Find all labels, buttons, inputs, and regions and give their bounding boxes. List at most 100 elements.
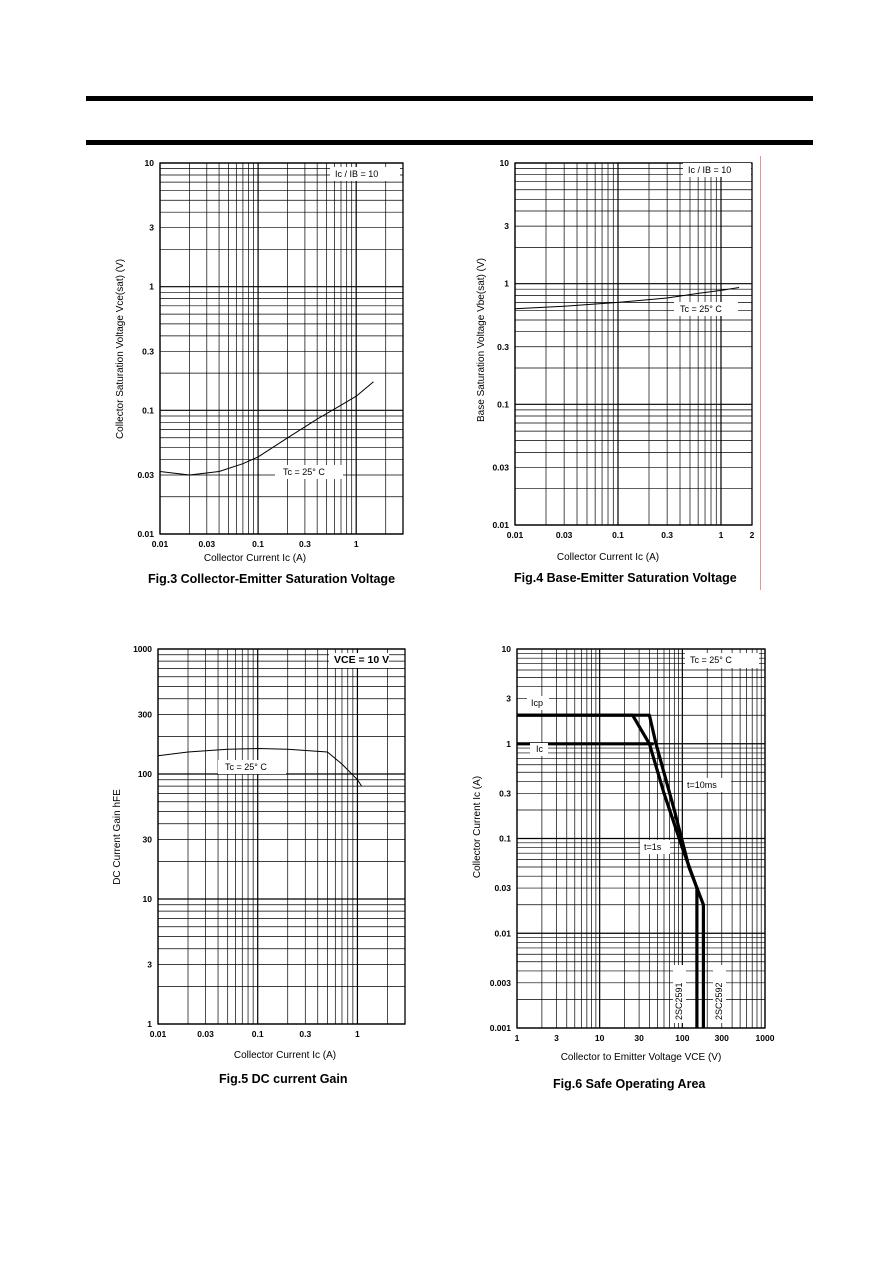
fig5-ylabel: DC Current Gain hFE — [112, 789, 123, 885]
fig3-ytick-label: 0.03 — [137, 470, 154, 480]
fig5-plot-frame — [157, 648, 406, 1025]
fig4-ytick-label: 0.01 — [492, 520, 509, 530]
fig5-xlabel: Collector Current Ic (A) — [234, 1050, 336, 1061]
fig5-series-line-0 — [157, 748, 363, 787]
fig6-annotation: 2SC2591 — [674, 982, 684, 1020]
fig3-xtick-label: 0.03 — [199, 539, 216, 549]
fig3-chart: 0.01 0.03 0.1 0.3 1 0.01 0.03 0.1 0.3 1 3 10 Collect… — [115, 158, 404, 564]
fig3-ytick-label: 10 — [145, 158, 155, 168]
fig6-annotation-bg — [685, 653, 759, 668]
fig5-xtick-label: 0.01 — [150, 1029, 167, 1039]
fig6-annotation-bg — [527, 696, 549, 710]
fig5-xtick-label: 0.03 — [197, 1029, 214, 1039]
fig3-series-line-0 — [159, 381, 374, 476]
fig6-annotation: Tc = 25° C — [690, 655, 732, 665]
fig4-ytick-label: 0.3 — [497, 342, 509, 352]
fig3-plot-frame — [159, 162, 404, 535]
fig6-series-line-0 — [517, 713, 705, 1028]
fig5-annotation: Tc = 25° C — [225, 762, 267, 772]
fig6-ylabel: Collector Current Ic (A) — [472, 776, 483, 878]
fig4-annotation-bg — [683, 163, 751, 177]
fig4-chart: 0.01 0.03 0.1 0.3 1 2 0.01 0.03 0.1 0.3 1 3 10 Collec… — [476, 158, 755, 563]
fig3-ylabel: Collector Saturation Voltage Vce(sat) (V… — [115, 259, 126, 439]
fig5-grid — [157, 648, 406, 1025]
fig4-caption: Fig.4 Base-Emitter Saturation Voltage — [514, 571, 737, 585]
fig6-xtick-label: 30 — [634, 1033, 644, 1043]
fig4-ytick-label: 0.03 — [492, 462, 509, 472]
fig6-ytick-label: 10 — [502, 644, 512, 654]
fig5-ytick-label: 1 — [147, 1019, 152, 1029]
fig6-xtick-label: 100 — [675, 1033, 689, 1043]
fig5-ytick-label: 30 — [143, 834, 153, 844]
fig4-ylabel: Base Saturation Voltage Vbe(sat) (V) — [476, 258, 487, 422]
fig3-xlabel: Collector Current Ic (A) — [204, 553, 306, 564]
fig3-annotation: Ic / IB = 10 — [335, 169, 378, 179]
fig4-ytick-label: 10 — [500, 158, 510, 168]
fig4-xtick-label: 1 — [719, 530, 724, 540]
fig3-ytick-label: 1 — [149, 282, 154, 292]
fig6-xtick-label: 1 — [515, 1033, 520, 1043]
fig6-annotation: 2SC2592 — [714, 982, 724, 1020]
fig3-xtick-label: 0.1 — [252, 539, 264, 549]
fig5-annotation: VCE = 10 V — [334, 654, 389, 666]
fig6-annotation-bg — [713, 965, 726, 1023]
fig6-ytick-label: 0.003 — [490, 978, 512, 988]
fig6-annotation: Ic — [536, 744, 544, 754]
fig4-series-line-0 — [514, 287, 740, 310]
fig6-annotation: t=10ms — [687, 780, 717, 790]
fig6-ytick-label: 3 — [506, 694, 511, 704]
fig5-caption: Fig.5 DC current Gain — [219, 1072, 348, 1086]
fig4-xlabel: Collector Current Ic (A) — [557, 552, 659, 563]
fig4-xtick-label: 2 — [750, 530, 755, 540]
fig5-ytick-label: 100 — [138, 769, 152, 779]
fig5-xtick-label: 0.3 — [299, 1029, 311, 1039]
fig5-ytick-label: 300 — [138, 709, 152, 719]
fig4-grid — [514, 162, 753, 526]
fig5-annotation-bg — [329, 653, 389, 668]
fig3-xtick-label: 0.3 — [299, 539, 311, 549]
header-rule-top — [86, 96, 813, 101]
fig6-xtick-label: 1000 — [756, 1033, 775, 1043]
fig6-annotation-bg — [683, 778, 731, 792]
fig6-annotation-bg — [530, 743, 548, 756]
fig5-chart: 0.01 0.03 0.1 0.3 1 1 3 10 30 100 300 1000 Collector… — [112, 644, 406, 1061]
fig6-annotation: t=1s — [644, 842, 662, 852]
fig4-xtick-label: 0.1 — [612, 530, 624, 540]
fig4-ytick-label: 1 — [504, 279, 509, 289]
header-rule-bottom — [86, 140, 813, 145]
fig6-grid — [516, 648, 766, 1029]
fig4-ytick-label: 0.1 — [497, 399, 509, 409]
fig3-annotation: Tc = 25° C — [283, 467, 325, 477]
fig6-xtick-label: 10 — [595, 1033, 605, 1043]
fig6-annotation: Icp — [531, 698, 543, 708]
fig4-annotation: Ic / IB = 10 — [688, 165, 731, 175]
fig5-xtick-label: 1 — [355, 1029, 360, 1039]
fig5-annotation-bg — [218, 760, 286, 774]
fig6-ytick-label: 0.1 — [499, 834, 511, 844]
fig3-caption: Fig.3 Collector-Emitter Saturation Volta… — [148, 572, 396, 586]
fig5-xtick-label: 0.1 — [252, 1029, 264, 1039]
fig3-ytick-label: 0.3 — [142, 346, 154, 356]
fig4-xtick-label: 0.01 — [507, 530, 524, 540]
fig4-plot-frame — [514, 162, 753, 526]
fig6-xtick-label: 3 — [554, 1033, 559, 1043]
fig5-ytick-label: 10 — [143, 894, 153, 904]
fig3-ytick-label: 0.1 — [142, 405, 154, 415]
fig6-ytick-label: 0.001 — [490, 1023, 512, 1033]
fig6-ytick-label: 0.03 — [494, 883, 511, 893]
fig3-ytick-label: 0.01 — [137, 529, 154, 539]
fig6-plot-frame — [516, 648, 766, 1029]
fig4-ytick-label: 3 — [504, 221, 509, 231]
fig3-xtick-label: 0.01 — [152, 539, 169, 549]
fig6-caption: Fig.6 Safe Operating Area — [553, 1077, 706, 1091]
fig3-ytick-label: 3 — [149, 223, 154, 233]
fig5-ytick-label: 1000 — [133, 644, 152, 654]
fig6-ytick-label: 0.01 — [494, 928, 511, 938]
fig4-xtick-label: 0.03 — [556, 530, 573, 540]
fig6-xtick-label: 300 — [715, 1033, 729, 1043]
fig4-annotation-bg — [674, 302, 738, 316]
fig3-xtick-label: 1 — [354, 539, 359, 549]
fig6-xlabel: Collector to Emitter Voltage VCE (V) — [561, 1052, 722, 1063]
fig4-annotation: Tc = 25° C — [680, 304, 722, 314]
